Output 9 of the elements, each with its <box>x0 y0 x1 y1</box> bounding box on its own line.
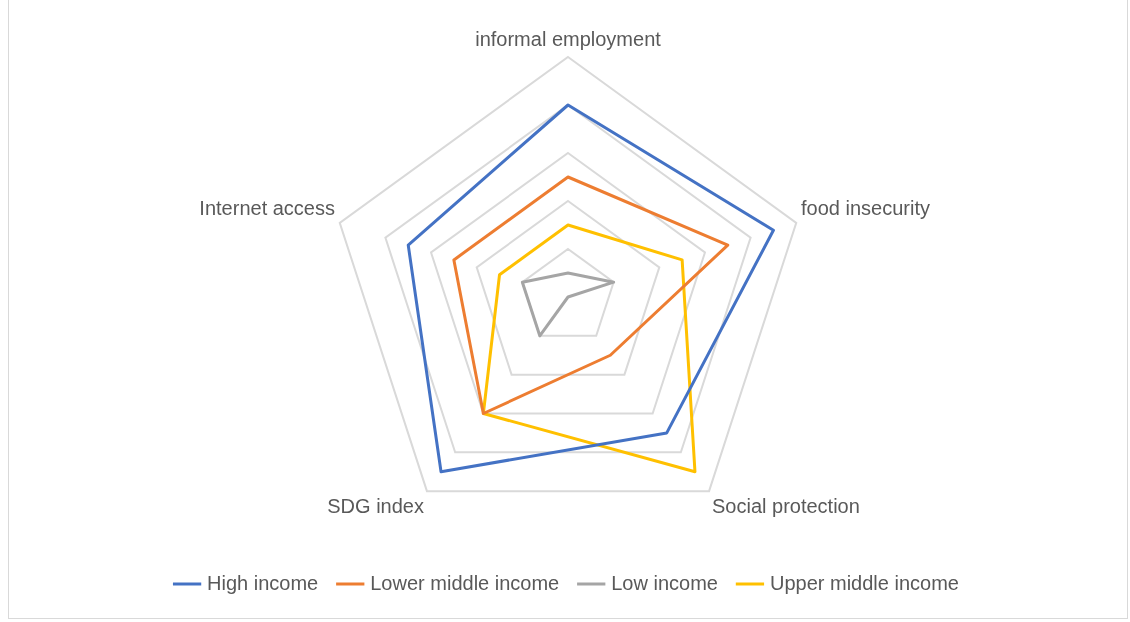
legend-label: Upper middle income <box>769 571 959 594</box>
legend-label: Low income <box>611 571 718 594</box>
legend-label: High income <box>207 571 319 594</box>
spoke-label: SDG index <box>327 494 424 517</box>
spoke-label: informal employment <box>475 27 662 50</box>
spoke-label: food insecurity <box>801 196 930 219</box>
legend-label: Lower middle income <box>370 571 560 594</box>
spoke-label: Social protection <box>712 494 860 517</box>
spoke-label: Internet access <box>199 196 335 219</box>
